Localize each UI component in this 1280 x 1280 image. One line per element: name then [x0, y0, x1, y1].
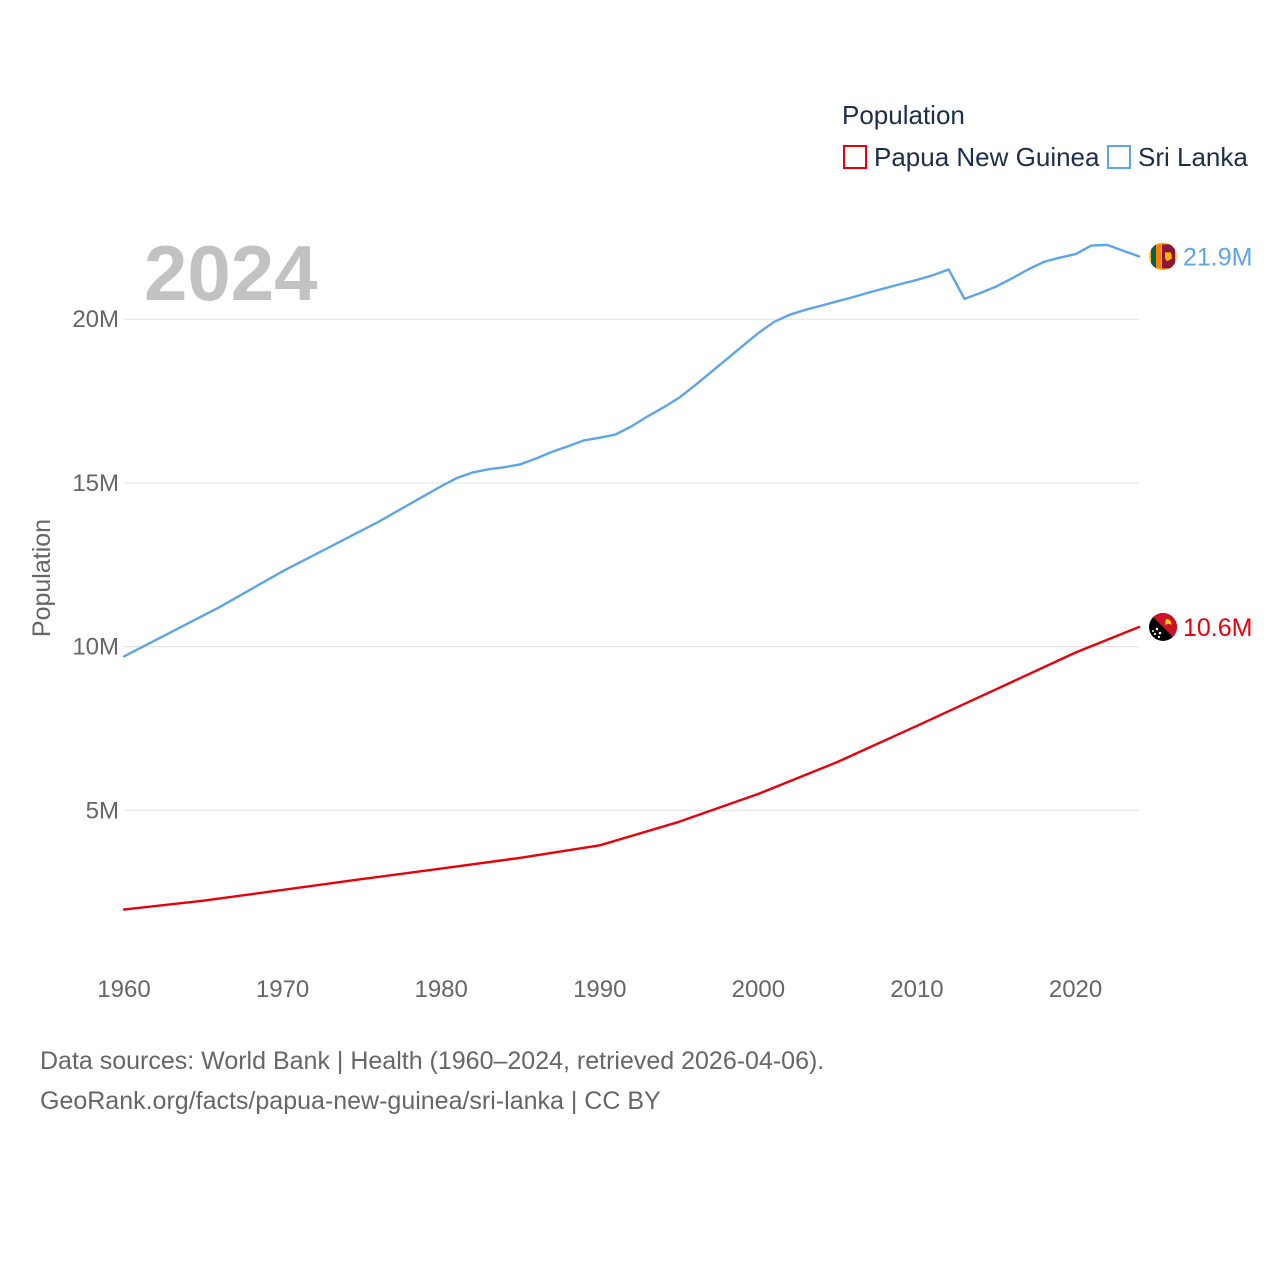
legend-title: Population — [842, 100, 965, 130]
legend-label-papua-new-guinea: Papua New Guinea — [874, 142, 1100, 172]
papua-new-guinea-flag-icon — [1149, 613, 1177, 641]
series-line-sri-lanka[interactable] — [122, 243, 1141, 658]
x-tick-label: 2010 — [890, 976, 943, 1003]
legend-label-sri-lanka: Sri Lanka — [1138, 142, 1248, 172]
x-tick-label: 1970 — [256, 976, 309, 1003]
x-tick-label: 2020 — [1049, 976, 1102, 1003]
end-value-label-sri-lanka: 21.9M — [1183, 243, 1252, 271]
series-line-papua-new-guinea[interactable] — [122, 625, 1141, 911]
y-tick-label: 10M — [72, 634, 119, 661]
x-tick-label: 1990 — [573, 976, 626, 1003]
x-tick-label: 2000 — [732, 976, 785, 1003]
series-lines — [122, 243, 1141, 911]
legend[interactable]: Population Papua New Guinea Sri Lanka — [842, 100, 1248, 172]
y-axis-title: Population — [28, 519, 56, 637]
x-tick-label: 1960 — [97, 976, 150, 1003]
legend-swatch-papua-new-guinea — [843, 145, 867, 169]
x-tick-label: 1980 — [414, 976, 467, 1003]
sri-lanka-flag-icon — [1148, 242, 1178, 271]
y-gridlines — [124, 318, 1139, 811]
y-tick-label: 5M — [86, 797, 119, 824]
source-text-line-1: Data sources: World Bank | Health (1960–… — [40, 1047, 824, 1075]
x-tick-labels: 1960 1970 1980 1990 2000 2010 2020 — [97, 976, 1102, 1003]
year-watermark: 2024 — [144, 229, 318, 317]
y-tick-label: 20M — [72, 306, 119, 333]
end-value-label-papua-new-guinea: 10.6M — [1183, 614, 1252, 642]
legend-item-papua-new-guinea[interactable]: Papua New Guinea — [843, 142, 1100, 172]
legend-item-sri-lanka[interactable]: Sri Lanka — [1107, 142, 1248, 172]
end-markers: 21.9M 10.6M — [1148, 242, 1252, 642]
source-link-line-2[interactable]: GeoRank.org/facts/papua-new-guinea/sri-l… — [40, 1087, 661, 1115]
y-tick-label: 15M — [72, 470, 119, 497]
y-tick-labels: 5M 10M 15M 20M — [72, 306, 119, 824]
legend-swatch-sri-lanka — [1107, 145, 1131, 169]
